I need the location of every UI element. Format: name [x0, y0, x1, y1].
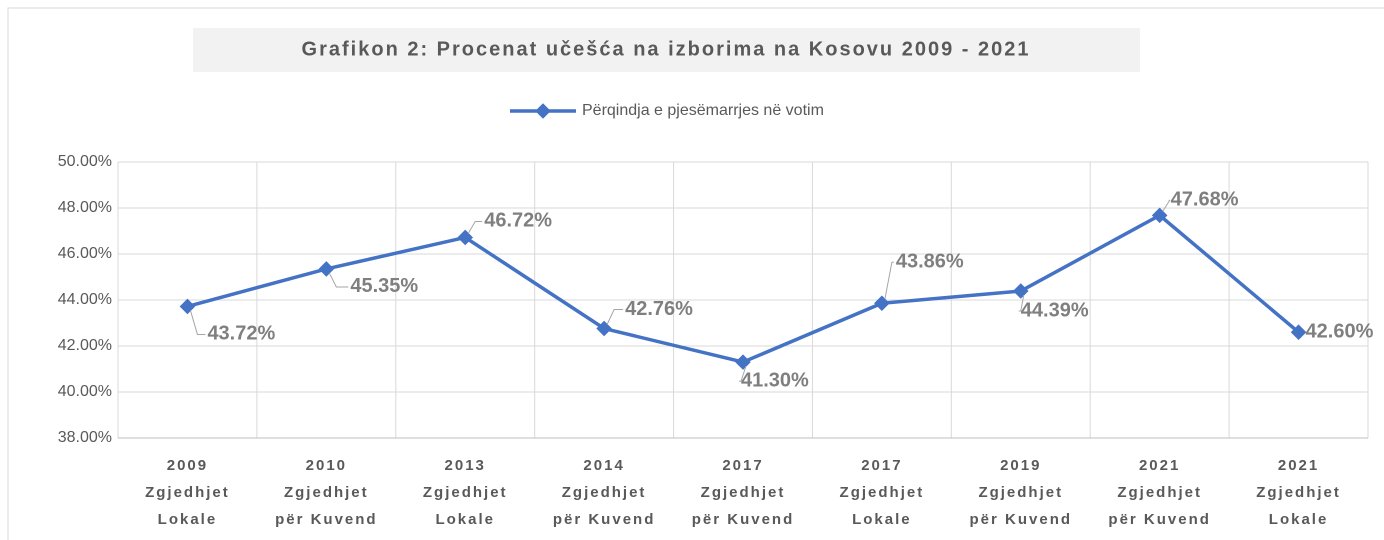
leader-line — [467, 220, 483, 234]
x-tick-label: Zgjedhjet — [701, 484, 786, 501]
x-tick-label: Zgjedhjet — [1256, 484, 1341, 501]
x-tick-label: Zgjedhjet — [284, 484, 369, 501]
leader-line — [328, 272, 349, 288]
y-tick-label: 42.00% — [58, 337, 112, 354]
x-tick-label: Zgjedhjet — [840, 484, 925, 501]
data-label: 47.68% — [1171, 189, 1239, 211]
y-tick-label: 48.00% — [58, 199, 112, 216]
title-box — [193, 28, 1140, 72]
x-tick-label: 2014 — [583, 457, 624, 474]
x-tick-label: 2017 — [722, 457, 763, 474]
x-tick-label: Lokale — [158, 511, 218, 528]
marker — [1012, 283, 1029, 299]
leader-line — [1162, 199, 1171, 212]
x-tick-label: 2010 — [306, 457, 347, 474]
data-label: 42.60% — [1306, 320, 1374, 342]
y-tick-label: 44.00% — [58, 291, 112, 308]
marker — [179, 298, 196, 315]
y-tick-label: 40.00% — [58, 383, 112, 400]
x-tick-label: Lokale — [435, 511, 495, 528]
x-tick-label: Lokale — [1269, 511, 1329, 528]
y-tick-label: 46.00% — [58, 245, 112, 262]
marker — [1151, 207, 1168, 224]
data-label: 41.30% — [741, 369, 809, 391]
data-label: 44.39% — [1021, 299, 1089, 321]
x-tick-label: 2021 — [1139, 457, 1180, 474]
marker — [735, 354, 751, 370]
x-tick-label: Zgjedhjet — [1117, 484, 1202, 501]
x-tick-label: për Kuvend — [553, 511, 656, 528]
x-tick-label: për Kuvend — [970, 511, 1073, 528]
x-tick-label: Zgjedhjet — [978, 484, 1063, 501]
chart-border — [7, 7, 1384, 540]
x-tick-label: Zgjedhjet — [423, 484, 508, 501]
data-label: 45.35% — [350, 275, 418, 297]
marker — [318, 261, 335, 277]
x-tick-label: 2009 — [167, 457, 208, 474]
marker — [874, 295, 890, 311]
y-tick-label: 38.00% — [58, 429, 112, 446]
x-tick-label: 2017 — [861, 457, 902, 474]
data-label: 46.72% — [484, 210, 552, 232]
leader-line — [1018, 294, 1025, 312]
leader-line — [606, 309, 624, 325]
data-label: 43.72% — [207, 323, 275, 345]
x-tick-label: për Kuvend — [275, 511, 378, 528]
x-tick-label: për Kuvend — [1108, 511, 1211, 528]
data-label: 42.76% — [625, 298, 693, 320]
data-label: 43.86% — [896, 251, 964, 273]
y-tick-label: 50.00% — [58, 153, 112, 170]
legend-marker — [535, 103, 551, 119]
x-tick-label: për Kuvend — [692, 511, 795, 528]
chart-title: Grafikon 2: Procenat učešća na izborima … — [302, 38, 1031, 60]
x-tick-label: 2013 — [445, 457, 486, 474]
x-tick-label: Zgjedhjet — [562, 484, 647, 501]
x-tick-label: 2021 — [1278, 457, 1319, 474]
x-tick-label: Zgjedhjet — [145, 484, 230, 501]
legend-label: Përqindja e pjesëmarrjes në votim — [582, 102, 824, 119]
leader-line — [884, 261, 894, 300]
marker — [1290, 324, 1307, 340]
leader-line — [189, 310, 206, 335]
leader-line — [739, 365, 747, 382]
x-tick-label: Lokale — [852, 511, 912, 528]
x-tick-label: 2019 — [1000, 457, 1041, 474]
marker — [457, 229, 474, 246]
